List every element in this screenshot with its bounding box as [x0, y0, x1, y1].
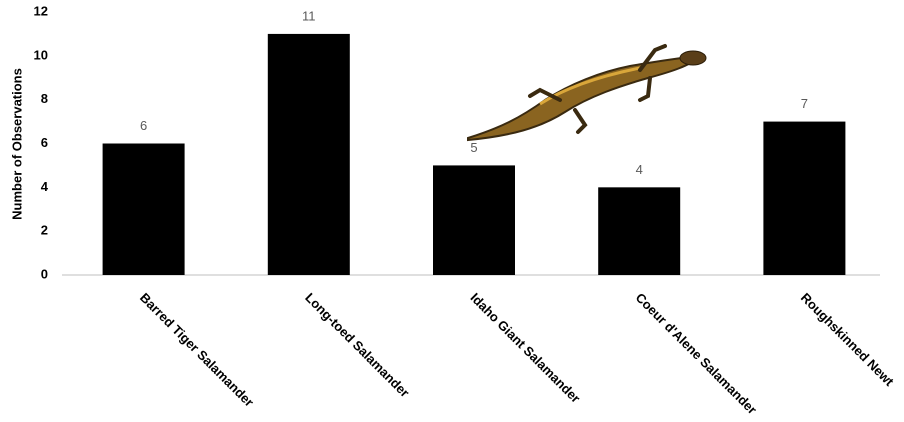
plot-area: 0 2 4 6 8 10 12 Barred Tiger Salamander 6 Long-to…	[34, 3, 898, 417]
y-tick-label: 12	[34, 3, 48, 18]
y-tick-label: 2	[41, 223, 48, 238]
x-tick-label: Roughskinned Newt	[798, 290, 897, 389]
y-tick-label: 0	[41, 266, 48, 281]
data-label: 5	[470, 140, 477, 155]
x-tick-label: Barred Tiger Salamander	[137, 290, 257, 410]
salamander-stripe	[539, 66, 641, 106]
bar	[433, 165, 515, 275]
y-axis-title: Number of Observations	[9, 68, 24, 220]
y-tick-label: 6	[41, 135, 48, 150]
x-tick-label: Long-toed Salamander	[302, 290, 412, 400]
data-label: 7	[801, 96, 808, 111]
data-label: 6	[140, 118, 147, 133]
bar	[598, 187, 681, 275]
bar	[267, 33, 350, 275]
bar	[763, 121, 846, 275]
x-tick-label: Coeur d'Alene Salamander	[633, 290, 760, 417]
data-label: 11	[302, 8, 316, 23]
x-tick-label: Idaho Giant Salamander	[467, 290, 583, 406]
salamander-head	[679, 50, 707, 66]
y-tick-label: 10	[34, 47, 48, 62]
bar	[102, 143, 185, 275]
salamander-illustration	[467, 44, 707, 142]
salamander-legs	[528, 44, 667, 134]
data-label: 4	[636, 162, 643, 177]
y-tick-label: 8	[41, 91, 48, 106]
y-tick-label: 4	[41, 179, 49, 194]
